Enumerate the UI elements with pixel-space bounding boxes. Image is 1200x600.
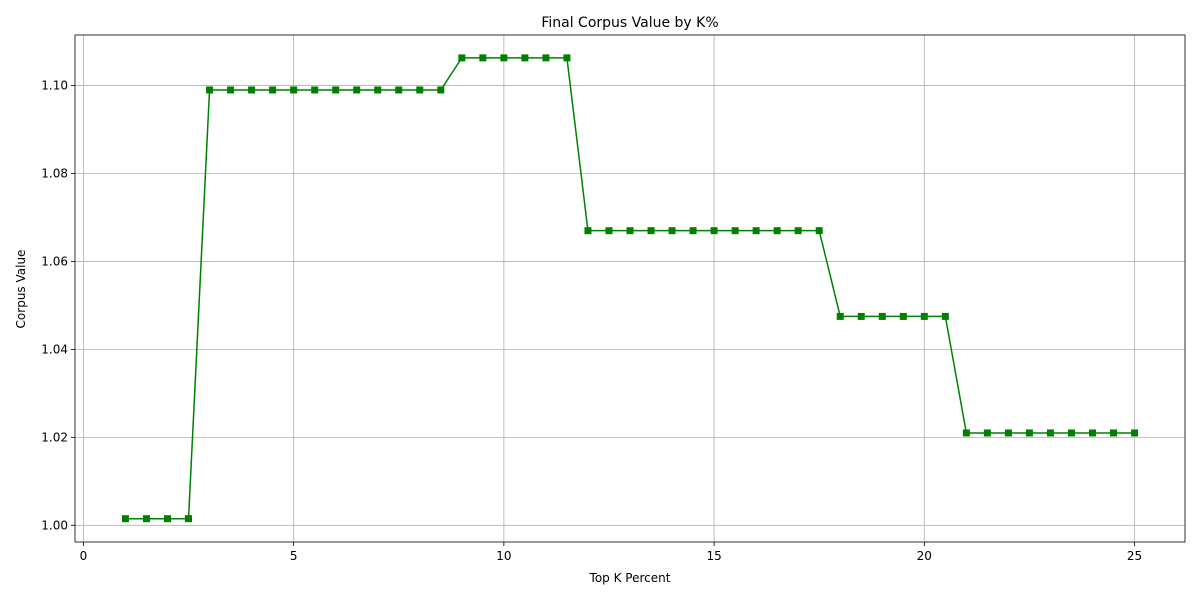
data-point [332,86,340,94]
data-point [836,312,844,320]
data-point [437,86,445,94]
data-point [374,86,382,94]
x-tick-label: 5 [290,549,298,563]
data-point [542,54,550,62]
series-line [125,57,1135,520]
data-point [121,515,129,523]
data-point [794,227,802,235]
x-axis-label: Top K Percent [589,571,671,585]
y-tick-label: 1.06 [41,254,68,268]
y-tick-label: 1.00 [41,518,68,532]
data-point [1025,429,1033,437]
data-point [353,86,361,94]
data-point [815,227,823,235]
data-point [458,54,466,62]
data-point [1089,429,1096,437]
series-corpus-value [121,54,1139,523]
data-point [1004,429,1012,437]
data-point [416,86,424,94]
y-tick-label: 1.04 [41,342,68,356]
data-point [962,429,970,437]
data-point [689,227,697,235]
x-tick-label: 15 [706,549,721,563]
data-point [1131,429,1139,437]
data-point [500,54,508,62]
data-point [311,86,319,94]
grid [75,35,1185,542]
data-point [269,86,277,94]
data-point [521,54,529,62]
data-point [1067,429,1075,437]
axis-ticks: 0 5 10 15 20 25 1.00 1.02 1.04 1.06 1.08 1.10 [41,79,1142,563]
data-point [605,227,613,235]
data-point [899,312,907,320]
y-tick-label: 1.10 [41,79,68,93]
data-point [164,515,171,523]
x-tick-label: 10 [496,549,511,563]
data-point [752,227,760,235]
data-point [584,227,592,235]
data-point [563,54,571,62]
data-point [290,86,298,94]
data-point [668,227,676,235]
y-tick-label: 1.02 [41,430,68,444]
x-tick-label: 20 [917,549,932,563]
x-tick-label: 25 [1127,549,1142,563]
data-point [626,227,634,235]
y-axis-label: Corpus Value [14,250,28,329]
data-point [1110,429,1118,437]
data-point [185,515,193,523]
data-point [1046,429,1054,437]
data-point [731,227,739,235]
data-point [647,227,655,235]
data-point [941,312,949,320]
data-point [248,86,256,94]
data-point [206,86,214,94]
data-point [395,86,403,94]
plot-frame [74,34,1186,543]
data-point [479,54,487,62]
data-point [773,227,781,235]
data-point [920,312,928,320]
data-point [227,86,235,94]
data-point [710,227,718,235]
y-tick-label: 1.08 [41,167,68,181]
data-point [878,312,886,320]
data-point [983,429,991,437]
data-point [142,515,150,523]
x-tick-label: 0 [80,549,88,563]
chart-title: Final Corpus Value by K% [541,15,718,31]
data-point [857,312,865,320]
